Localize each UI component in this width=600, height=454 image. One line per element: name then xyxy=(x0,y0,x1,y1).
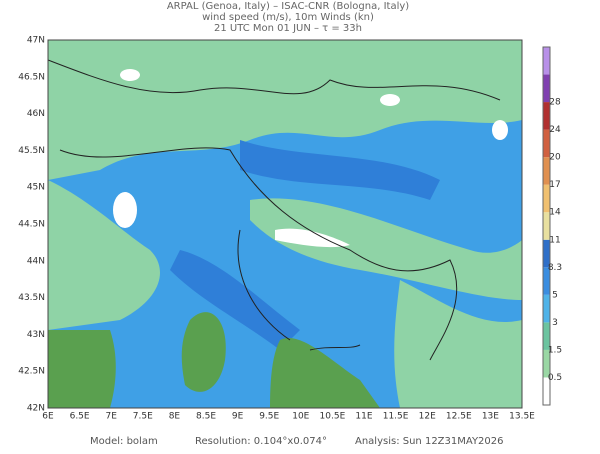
lon-label: 12.5E xyxy=(446,412,472,422)
colorbar-label: 11 xyxy=(549,235,560,245)
footer-analysis: Analysis: Sun 12Z31MAY2026 xyxy=(355,436,504,447)
lon-label: 12E xyxy=(419,412,436,422)
colorbar-label: 17 xyxy=(549,180,560,190)
colorbar-label: 3 xyxy=(552,318,558,328)
lon-label: 9.5E xyxy=(259,412,279,422)
colorbar-segment xyxy=(543,267,550,295)
colorbar-segment xyxy=(543,157,550,185)
colorbar-segment xyxy=(543,129,550,158)
lon-label: 11E xyxy=(355,412,372,422)
lon-label: 10.5E xyxy=(320,412,346,422)
header-line: ARPAL (Genoa, Italy) – ISAC-CNR (Bologna… xyxy=(167,1,409,12)
colorbar-segment xyxy=(543,102,550,130)
lat-label: 45.5N xyxy=(18,146,45,156)
colorbar-label: 8.3 xyxy=(548,263,562,273)
header-line: 21 UTC Mon 01 JUN – τ = 33h xyxy=(214,23,362,34)
colorbar-segment xyxy=(543,47,550,75)
lon-label: 7.5E xyxy=(133,412,153,422)
lon-label: 9E xyxy=(232,412,244,422)
colorbar-label: 14 xyxy=(549,208,561,218)
lat-labels: 47N 46.5N 46N 45.5N 45N 44.5N 44N 43.5N 43N 42.5N… xyxy=(18,36,45,414)
colorbar-label: 0.5 xyxy=(548,373,562,383)
colorbar-segment xyxy=(543,74,550,103)
lon-label: 6.5E xyxy=(70,412,90,422)
header-line: wind speed (m/s), 10m Winds (kn) xyxy=(202,12,374,23)
lat-label: 44.5N xyxy=(18,220,45,230)
colorbar-segment xyxy=(543,377,550,405)
lat-label: 42N xyxy=(27,404,45,414)
colorbar-segment xyxy=(543,349,550,378)
lon-label: 7E xyxy=(105,412,117,422)
colorbar-label: 20 xyxy=(549,153,561,163)
colorbar-label: 24 xyxy=(549,125,561,135)
colorbar-label: 5 xyxy=(552,290,558,300)
colorbar-label: 28 xyxy=(549,98,561,108)
lat-label: 43.5N xyxy=(18,293,45,303)
footer-model: Model: bolam xyxy=(90,436,158,447)
colorbar-segment xyxy=(543,294,550,323)
lat-label: 44N xyxy=(27,256,45,266)
colorbar-segment xyxy=(543,184,550,213)
colorbar-segment xyxy=(543,212,550,240)
lat-label: 46.5N xyxy=(18,72,45,82)
lat-label: 45N xyxy=(27,183,45,193)
map-field xyxy=(48,40,522,408)
colorbar-segment xyxy=(543,322,550,350)
colorbar-frame xyxy=(542,46,551,406)
lon-label: 13E xyxy=(482,412,499,422)
footer-resolution: Resolution: 0.104°x0.074° xyxy=(195,436,327,447)
lat-label: 46N xyxy=(27,109,45,119)
lon-label: 6E xyxy=(42,412,54,422)
lon-label: 13.5E xyxy=(509,412,535,422)
lon-label: 11.5E xyxy=(383,412,409,422)
lon-label: 8E xyxy=(169,412,181,422)
lat-label: 42.5N xyxy=(18,367,45,377)
lat-label: 47N xyxy=(27,36,45,46)
lon-label: 8.5E xyxy=(196,412,216,422)
lon-labels: 6E 6.5E 7E 7.5E 8E 8.5E 9E 9.5E 10E 10.5E 11E 11.5E… xyxy=(42,412,535,422)
colorbar-segment xyxy=(543,239,550,268)
map-frame xyxy=(47,39,523,409)
lat-label: 43N xyxy=(27,330,45,340)
lon-label: 10E xyxy=(292,412,309,422)
colorbar: 28 24 20 17 14 11 8.3 5 3 1.5 0.5 xyxy=(542,46,562,406)
colorbar-label: 1.5 xyxy=(548,345,562,355)
